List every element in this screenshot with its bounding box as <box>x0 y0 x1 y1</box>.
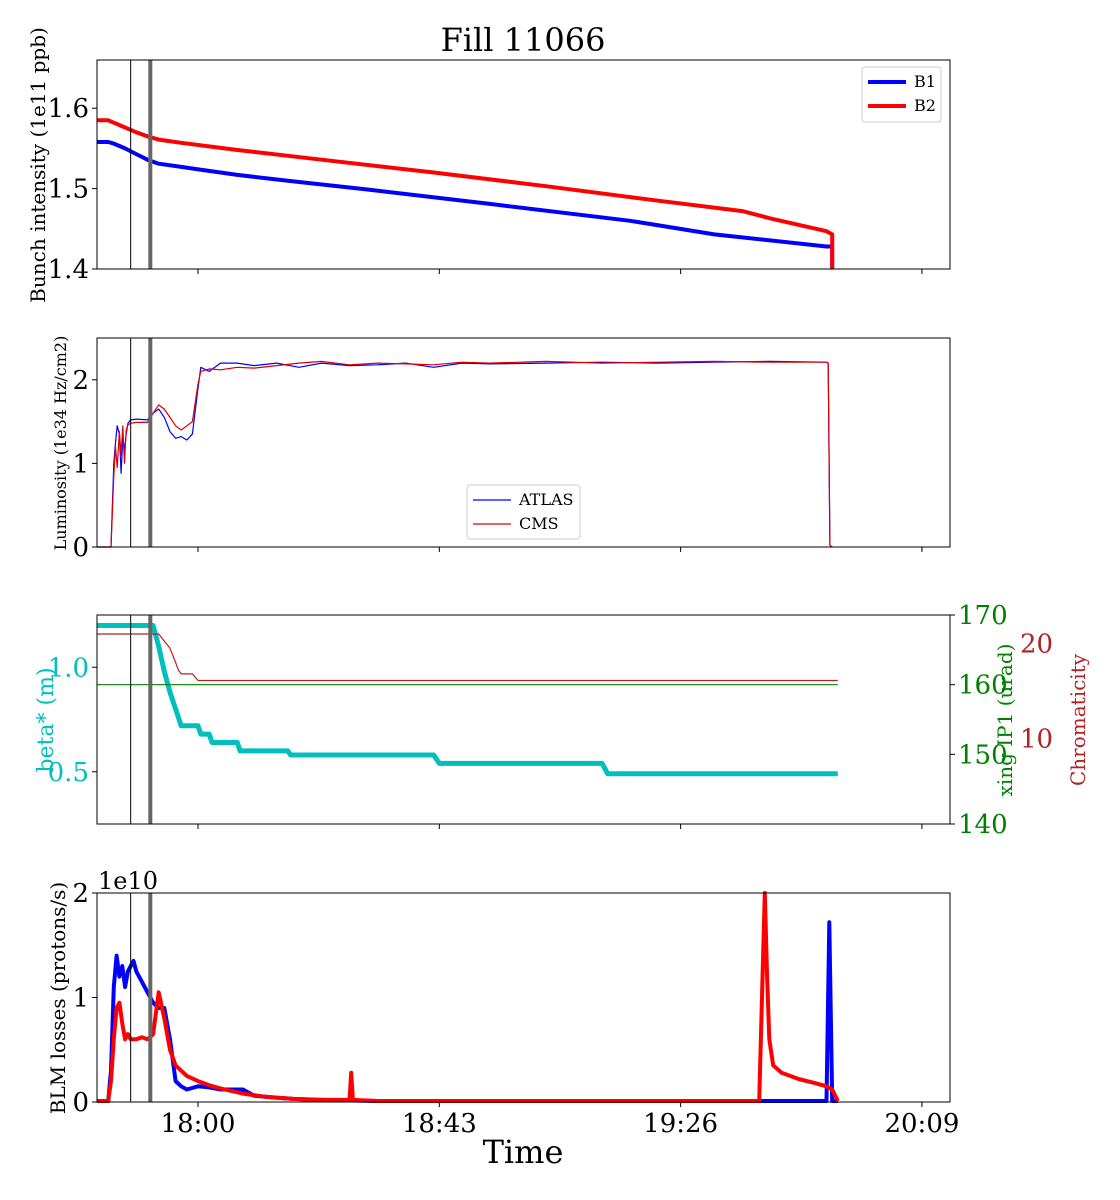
p3-frame <box>96 892 951 1103</box>
p1-ytick-label-1: 1 <box>72 449 89 479</box>
p3-series-1 <box>97 891 840 1103</box>
p1-ytick-label-2: 2 <box>72 366 89 396</box>
p3-ytick-label-0: 0 <box>72 1088 89 1118</box>
p0-legend-label-0: B1 <box>914 72 936 91</box>
panel-luminosity: Luminosity (1e34 Hz/cm2) ATLAS CMS 0 1 2 <box>51 336 951 563</box>
p2-ylabel: beta* (m) <box>34 667 59 772</box>
p3-series-0 <box>97 920 838 1103</box>
x-tick-label-2: 19:26 <box>643 1109 718 1139</box>
p1-ylabel: Luminosity (1e34 Hz/cm2) <box>51 336 70 551</box>
p2-xing-tick-label-1: 150 <box>958 740 1008 770</box>
p2-series-2 <box>97 633 838 682</box>
p2-xing-tick-label-2: 160 <box>958 671 1008 701</box>
p1-ytick-label-0: 0 <box>72 533 89 563</box>
p2-ylabel-xing: xing IP1 (urad) <box>993 644 1017 797</box>
p0-frame <box>96 59 951 270</box>
p2-xing-tick-label-3: 170 <box>958 601 1008 631</box>
p2-series-0 <box>97 623 838 777</box>
p0-legend-label-1: B2 <box>914 96 936 115</box>
p1-frame <box>96 337 951 548</box>
p3-ytick-label-1: 1 <box>72 984 89 1014</box>
p3-ylabel: BLM losses (protons/s) <box>46 882 70 1114</box>
p2-chroma-tick-label-1: 20 <box>1020 630 1053 660</box>
panel-blm-losses: BLM losses (protons/s) 1e10 0 1 2 18:00 18:4… <box>46 867 959 1139</box>
p1-legend-box <box>466 484 581 540</box>
x-tick-label-0: 18:00 <box>161 1109 236 1139</box>
p0-ylabel: Bunch intensity (1e11 ppb) <box>26 27 50 303</box>
p1-series-0 <box>97 360 833 548</box>
p1-series-1 <box>97 360 833 548</box>
p0-ytick-label-0: 1.4 <box>48 255 89 285</box>
p1-legend-label-1: CMS <box>519 514 559 533</box>
p2-xing-tick-label-0: 140 <box>958 810 1008 840</box>
p1-legend-label-0: ATLAS <box>518 490 574 509</box>
p2-ylabel-chroma: Chromaticity <box>1066 653 1090 786</box>
p2-ytick-label-1: 1.0 <box>48 653 89 683</box>
p2-frame <box>96 614 951 825</box>
p0-series-0 <box>97 140 835 269</box>
p0-ytick-label-2: 1.6 <box>48 94 89 124</box>
p2-ytick-label-0: 0.5 <box>48 758 89 788</box>
p0-series-1 <box>97 118 835 269</box>
p2-chroma-tick-label-0: 10 <box>1020 725 1053 755</box>
p1-legend: ATLAS CMS <box>466 484 581 540</box>
x-axis-label: Time <box>483 1133 564 1171</box>
panel-beta-xing-chroma: beta* (m) xing IP1 (urad) Chromaticity 0… <box>34 601 1090 840</box>
p3-offset-text: 1e10 <box>98 867 158 895</box>
x-tick-label-3: 20:09 <box>884 1109 959 1139</box>
figure-title: Fill 11066 <box>441 21 606 59</box>
p0-ytick-label-1: 1.5 <box>48 175 89 205</box>
p3-ytick-label-2: 2 <box>72 879 89 909</box>
x-tick-label-1: 18:43 <box>402 1109 477 1139</box>
